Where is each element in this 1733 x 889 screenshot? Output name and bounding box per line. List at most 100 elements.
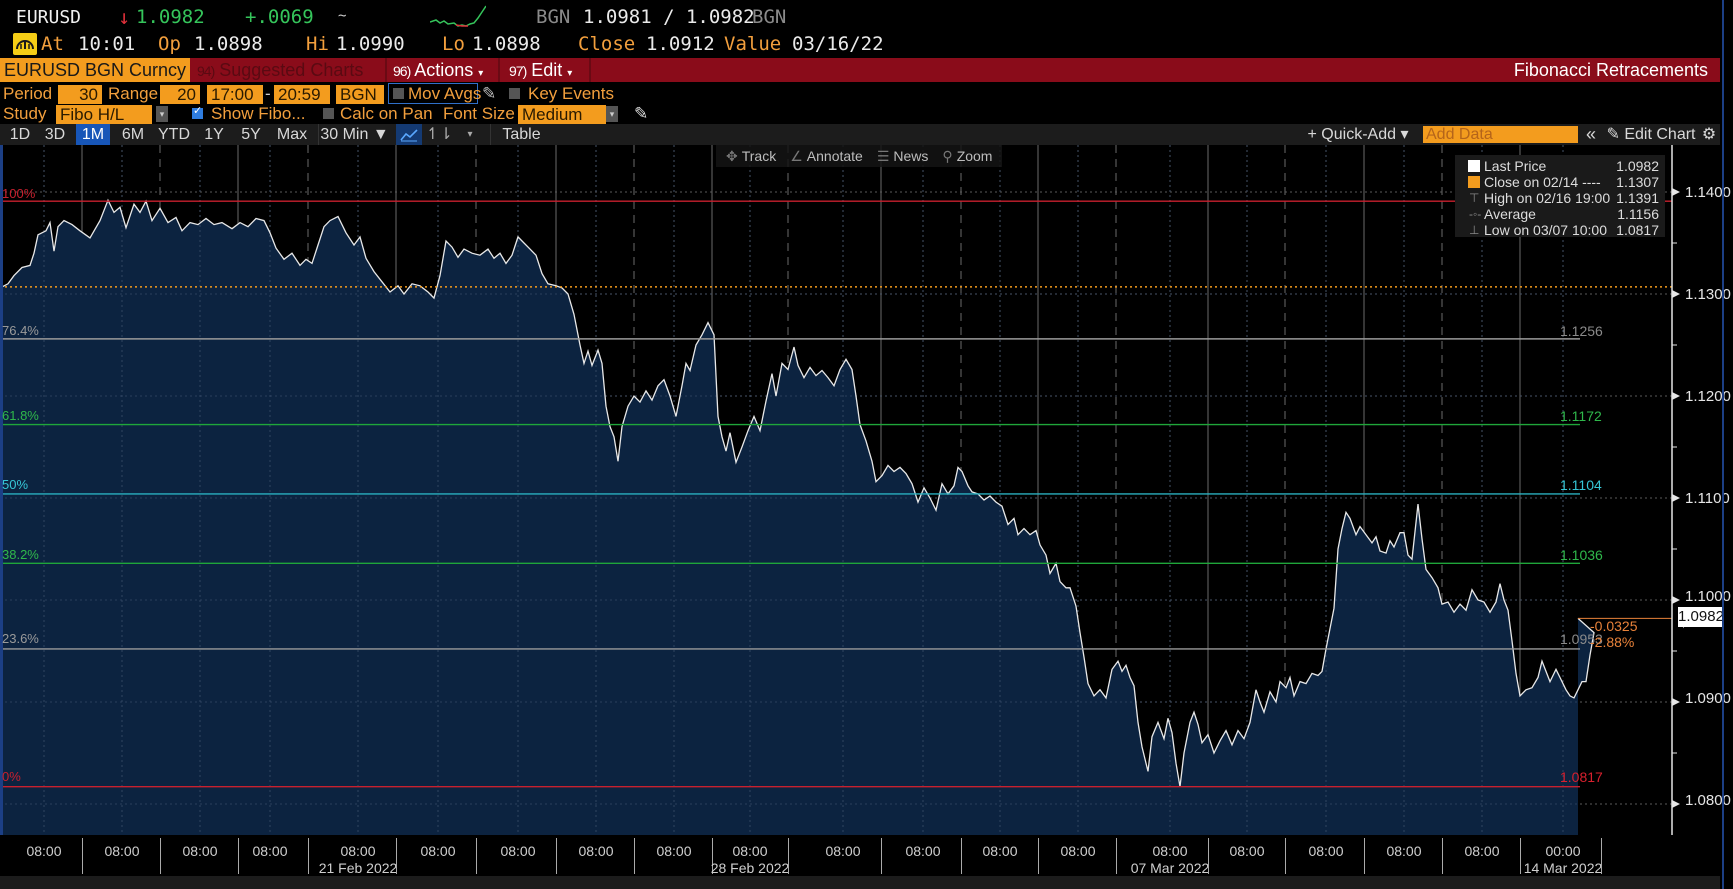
time-separator: - [265, 84, 271, 103]
chevron-down-icon: ▾ [567, 68, 573, 79]
mov-avgs-checkbox[interactable] [393, 88, 404, 99]
pencil-icon[interactable]: ✎ [634, 104, 649, 123]
chart-plot[interactable] [0, 145, 1733, 835]
open-value: 1.0898 [194, 33, 263, 55]
calc-on-pan-checkbox[interactable] [323, 108, 334, 119]
y-tick: 1.0800 [1685, 792, 1731, 809]
y-tick: 1.0900 [1685, 690, 1731, 707]
mov-avgs-toggle[interactable] [388, 83, 478, 104]
collapse-icon[interactable]: « [1585, 124, 1596, 144]
show-fibo-checkbox[interactable] [192, 104, 203, 119]
x-separator [1038, 838, 1039, 874]
price-chart[interactable] [0, 145, 1733, 835]
news-tool[interactable]: ☰ News [876, 147, 929, 164]
period-input[interactable]: 30 [58, 84, 102, 104]
pencil-icon: ∠ [790, 147, 803, 164]
edit-menu[interactable]: 97) Edit ▾ [503, 58, 591, 82]
actions-menu[interactable]: 96) Actions ▾ [385, 58, 500, 82]
legend-item-low[interactable]: ⊥ Low on 03/07 10:00 1.0817 [1469, 222, 1659, 238]
x-separator [1442, 838, 1443, 874]
y-tick: 1.1300 [1685, 286, 1731, 303]
study-select[interactable]: Fibo H/L [56, 104, 152, 124]
x-separator [1208, 838, 1209, 874]
bid-source: BGN [536, 6, 571, 28]
time-to-input[interactable]: 20:59 [274, 84, 330, 104]
x-separator [961, 838, 962, 874]
line-chart-icon[interactable] [396, 124, 422, 145]
change-pct-label: -2.88% [1590, 634, 1635, 650]
crosshair-icon: ✥ [726, 147, 738, 164]
x-tick: 08:00 [1229, 843, 1265, 859]
range-1y[interactable]: 1Y [204, 126, 224, 143]
add-data-input[interactable]: Add Data [1423, 126, 1578, 143]
chart-title: Fibonacci Retracements [1513, 60, 1708, 80]
news-icon: ☰ [876, 147, 890, 164]
at-time: 10:01 [78, 33, 136, 55]
x-tick: 08:00 [905, 843, 941, 859]
ask-source: BGN [752, 6, 787, 28]
y-tick: 1.1100 [1685, 490, 1730, 507]
chart-toolbar: 1D 3D 1M 6M YTD 1Y 5Y Max 30 Min ▼ ↿⇂ ▾ … [0, 124, 1720, 145]
fibo-pct-label: 23.6% [2, 631, 39, 646]
key-events-label: Key Events [528, 84, 614, 103]
y-tick: 1.1000 [1685, 588, 1731, 605]
fibo-price-label: 1.0953 [1560, 631, 1603, 647]
table-button[interactable]: Table [490, 124, 552, 145]
time-from-input[interactable]: 17:00 [207, 84, 263, 104]
period-options: Period 30 Range 20 17:00 - 20:59 BGN Mov… [0, 83, 1733, 104]
gear-icon[interactable]: ⚙ [1701, 126, 1717, 143]
range-ytd[interactable]: YTD [158, 126, 190, 143]
source-input[interactable]: BGN [336, 84, 384, 104]
quick-add-button[interactable]: + Quick-Add ▾ [1307, 126, 1409, 143]
x-separator [476, 838, 477, 874]
x-separator [1601, 838, 1602, 874]
track-tool[interactable]: ✥ Track [726, 147, 777, 164]
legend-item-high[interactable]: ⊤ High on 02/16 19:00 1.1391 [1469, 190, 1659, 206]
range-3d[interactable]: 3D [44, 126, 66, 143]
range-input[interactable]: 20 [160, 84, 200, 104]
x-tick: 08:00 [1060, 843, 1096, 859]
chart-tools: ✥ Track ∠ Annotate ☰ News ⚲ Zoom [716, 145, 1003, 167]
range-5y[interactable]: 5Y [241, 126, 261, 143]
legend-item-close[interactable]: Close on 02/14 ---- 1.1307 [1467, 174, 1659, 190]
bar-chart-icon[interactable]: ↿⇂ [426, 126, 453, 143]
fibo-pct-label: 76.4% [2, 323, 39, 338]
pencil-icon[interactable]: ✎ [482, 84, 497, 103]
x-tick: 08:00 [252, 843, 288, 859]
range-1d[interactable]: 1D [9, 126, 31, 143]
quote-header: EURUSD ↓ 1.0982 +.0069 ~ BGN 1.0981 / 1.… [0, 5, 1733, 29]
y-tick: 1.1400 [1685, 184, 1731, 201]
legend-swatch [1468, 176, 1480, 188]
pencil-icon: ✎ [1606, 126, 1620, 143]
suggested-charts-menu[interactable]: 94) Suggested Charts [197, 60, 364, 80]
range-6m[interactable]: 6M [121, 126, 145, 143]
chevron-down-icon[interactable]: ▾ [467, 129, 473, 140]
period-label: Period [3, 84, 53, 103]
chevron-down-icon[interactable]: ▾ [606, 106, 618, 122]
at-label: At [41, 33, 64, 55]
range-max[interactable]: Max [276, 126, 308, 143]
x-tick: 08:00 [1152, 843, 1188, 859]
x-tick: 08:00 [500, 843, 536, 859]
font-size-select[interactable]: Medium [518, 104, 606, 124]
edit-chart-button[interactable]: ✎ Edit Chart [1606, 126, 1696, 143]
legend-swatch [1468, 160, 1480, 172]
open-label: Op [158, 33, 181, 55]
security-field[interactable]: EURUSD BGN Curncy [0, 58, 190, 82]
chevron-down-icon: ▾ [478, 68, 484, 79]
legend-item-last-price[interactable]: Last Price 1.0982 [1467, 158, 1659, 174]
interval-select[interactable]: 30 Min ▼ [318, 124, 390, 145]
annotate-tool[interactable]: ∠ Annotate [790, 147, 863, 164]
down-arrow-icon: ↓ [118, 5, 131, 29]
average-marker-icon: -◦- [1469, 207, 1482, 221]
quote-details: At 10:01 Op 1.0898 Hi 1.0990 Lo 1.0898 C… [0, 33, 1733, 55]
zoom-tool[interactable]: ⚲ Zoom [942, 147, 993, 164]
sparkline-toggle-icon[interactable]: ~ [338, 8, 347, 24]
range-1m[interactable]: 1M [76, 124, 110, 145]
key-events-checkbox[interactable] [509, 88, 520, 99]
legend-item-average[interactable]: -◦- Average 1.1156 [1469, 206, 1659, 222]
fibo-price-label: 1.1256 [1560, 323, 1603, 339]
low-label: Lo [442, 33, 465, 55]
gauge-icon[interactable] [13, 33, 37, 55]
chevron-down-icon[interactable]: ▾ [156, 106, 168, 122]
